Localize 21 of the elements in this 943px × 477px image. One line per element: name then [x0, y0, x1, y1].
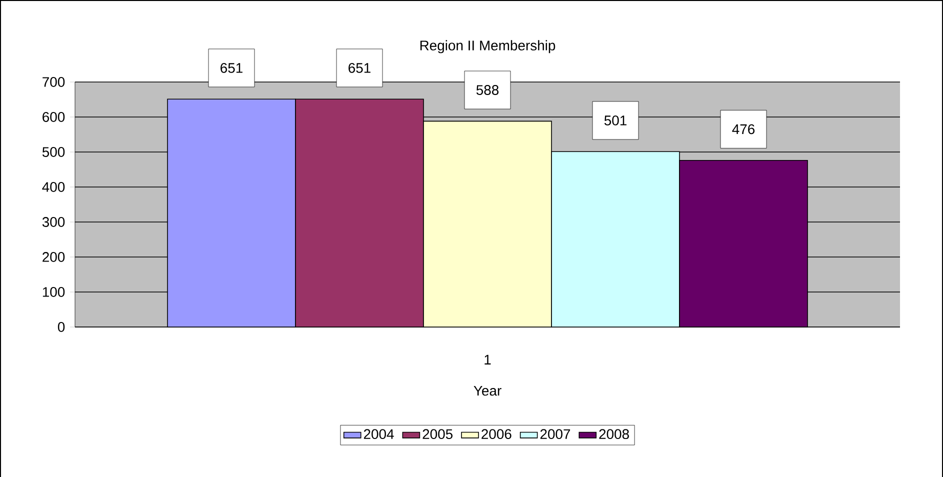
y-tick-label: 700: [42, 77, 65, 87]
chart-title: Region II Membership: [420, 40, 556, 54]
y-tick-label: 500: [42, 147, 65, 157]
y-tick-label: 400: [42, 182, 65, 192]
legend-label: 2008: [599, 429, 629, 440]
data-label: 651: [220, 63, 242, 73]
x-tick-label: 1: [484, 354, 491, 364]
legend-label: 2007: [540, 429, 570, 440]
data-label: 501: [604, 116, 626, 126]
legend-label: 2005: [422, 429, 453, 440]
legend-label: 2006: [482, 429, 512, 440]
data-label: 651: [348, 63, 370, 73]
x-axis-title: Year: [474, 386, 502, 396]
legend-label: 2004: [364, 429, 394, 440]
data-label: 476: [732, 124, 755, 134]
data-label: 588: [476, 85, 499, 95]
y-tick-label: 200: [42, 252, 65, 262]
y-tick-label: 600: [42, 112, 65, 122]
y-tick-label: 0: [58, 322, 65, 332]
y-tick-label: 300: [42, 217, 65, 227]
y-tick-label: 100: [42, 287, 65, 297]
